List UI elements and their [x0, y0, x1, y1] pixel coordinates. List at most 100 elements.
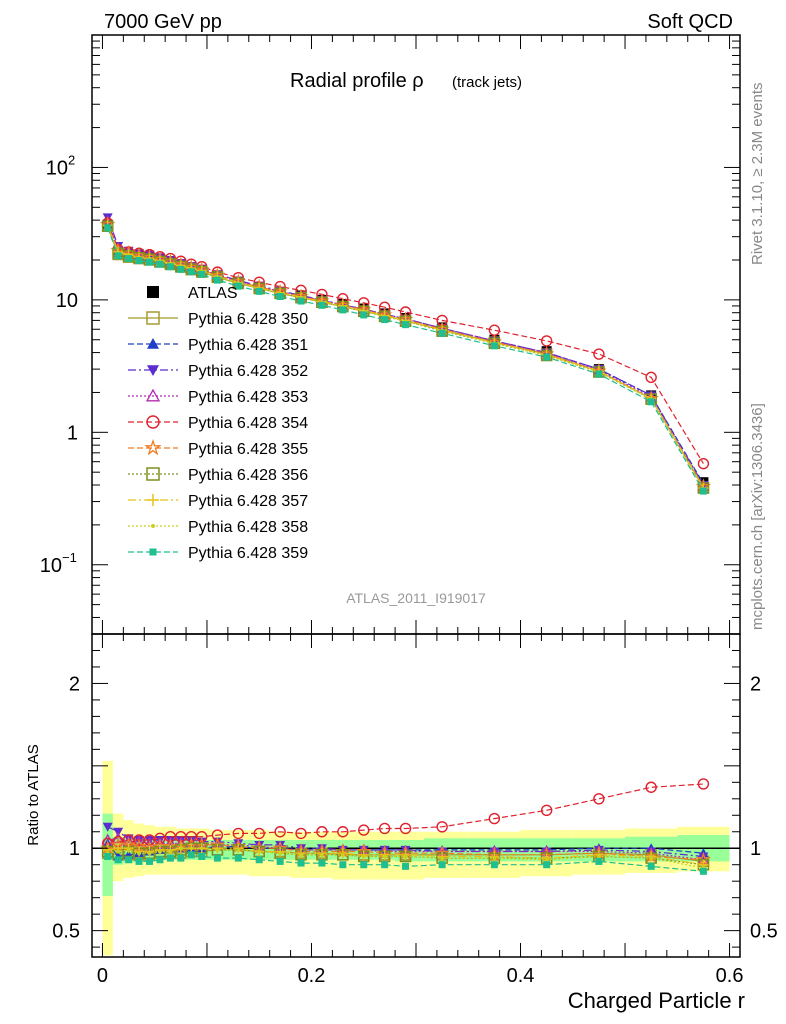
y-tick-exponent: 2 [68, 152, 75, 167]
ratio-point [488, 812, 501, 825]
legend-marker [149, 548, 157, 556]
legend-marker [146, 467, 160, 481]
data-point [543, 353, 551, 361]
legend-item: Pythia 6.428 353 [128, 388, 308, 406]
data-point [699, 487, 707, 495]
legend-label: Pythia 6.428 351 [188, 337, 308, 354]
side-label-top: Rivet 3.1.10, ≥ 2.3M events [749, 83, 766, 266]
data-point [234, 282, 242, 290]
ratio-point [253, 827, 265, 840]
ratio-point [438, 861, 446, 869]
ratio-line [107, 783, 704, 844]
legend-marker [151, 524, 155, 528]
y-tick-label: 10 [46, 157, 68, 179]
ratio-ylabel: Ratio to ATLAS [25, 744, 42, 845]
ratio-point [199, 846, 204, 851]
ratio-point [145, 857, 153, 865]
legend-label: Pythia 6.428 357 [188, 493, 308, 510]
data-point [593, 348, 605, 360]
legend-marker [146, 311, 160, 325]
legend-marker [146, 415, 160, 429]
data-point [490, 342, 498, 350]
xlabel: Charged Particle r [568, 988, 745, 1013]
ratio-point [168, 849, 173, 854]
ratio-y-tick-label-left: 2 [69, 673, 80, 695]
series-line [107, 222, 704, 464]
legend-item: Pythia 6.428 352 [128, 363, 308, 380]
x-tick-label: 0 [97, 965, 108, 987]
ratio-point [440, 856, 445, 861]
ratio-point [147, 851, 152, 856]
data-point [145, 258, 153, 266]
ratio-point [177, 854, 185, 862]
ratio-point [213, 854, 221, 862]
ratio-point [274, 826, 286, 838]
ratio-curves [99, 778, 712, 875]
ratio-point [178, 846, 183, 851]
data-point [360, 311, 368, 319]
x-tick-label: 0.6 [716, 965, 744, 987]
data-point [187, 268, 195, 276]
series-line [107, 225, 704, 490]
ratio-point [340, 852, 345, 857]
data-point [488, 324, 501, 336]
series-line [107, 225, 704, 489]
data-point [595, 370, 603, 378]
ratio-y-tick-label-right: 0.5 [750, 921, 778, 943]
legend-marker [147, 338, 159, 349]
ratio-point [135, 857, 143, 865]
ratio-line [107, 837, 704, 861]
ratio-point [337, 826, 349, 838]
ratio-point [189, 846, 194, 851]
data-point [255, 287, 263, 295]
legend-label: Pythia 6.428 352 [188, 363, 308, 380]
ratio-point [492, 856, 497, 861]
legend-item: Pythia 6.428 357 [128, 493, 308, 510]
ratio-point [215, 847, 220, 852]
legend-marker [145, 388, 161, 402]
ratio-point [339, 861, 347, 869]
legend-label: Pythia 6.428 358 [188, 519, 308, 536]
ratio-point [299, 852, 304, 857]
legend-item: Pythia 6.428 356 [128, 467, 308, 484]
ratio-point [125, 856, 133, 864]
data-point [104, 224, 112, 232]
ratio-line [107, 854, 704, 872]
ratio-point [490, 861, 498, 869]
legend-item: Pythia 6.428 355 [128, 438, 308, 458]
legend-item: ATLAS [147, 285, 238, 302]
watermark: ATLAS_2011_I919017 [346, 590, 486, 606]
ratio-point [102, 822, 113, 832]
data-point [125, 255, 133, 263]
data-point [697, 457, 710, 470]
legend-marker [147, 286, 159, 298]
ratio-point [236, 847, 241, 852]
ratio-point [316, 826, 328, 838]
data-point [177, 265, 185, 273]
legend-label: Pythia 6.428 356 [188, 467, 308, 484]
ratio-point [381, 861, 389, 869]
data-point [156, 260, 164, 268]
ratio-point [318, 859, 326, 867]
ratio-point [403, 854, 408, 859]
main-title: Radial profile ρ [290, 70, 424, 92]
data-point [339, 306, 347, 314]
ratio-point [595, 857, 603, 865]
data-point [645, 371, 657, 384]
legend-marker [147, 494, 159, 506]
legend-marker [144, 438, 162, 456]
legend-marker [147, 365, 159, 376]
y-tick-label: 10 [40, 555, 62, 577]
ratio-point [543, 861, 551, 869]
y-tick-label: 1 [67, 422, 78, 444]
ratio-y-tick-label-right: 2 [750, 673, 761, 695]
ratio-point [361, 854, 366, 859]
data-point [402, 321, 410, 329]
data-point [198, 270, 206, 278]
ratio-point [254, 840, 265, 850]
header-right: Soft QCD [647, 11, 733, 33]
ratio-point [157, 849, 162, 854]
series-mc-10 [104, 224, 707, 495]
data-point [540, 335, 553, 347]
